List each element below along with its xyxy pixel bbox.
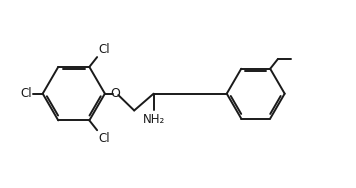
Text: O: O [110,87,120,100]
Text: NH₂: NH₂ [142,113,165,126]
Text: Cl: Cl [98,43,110,56]
Text: Cl: Cl [20,87,32,100]
Text: Cl: Cl [98,132,110,145]
